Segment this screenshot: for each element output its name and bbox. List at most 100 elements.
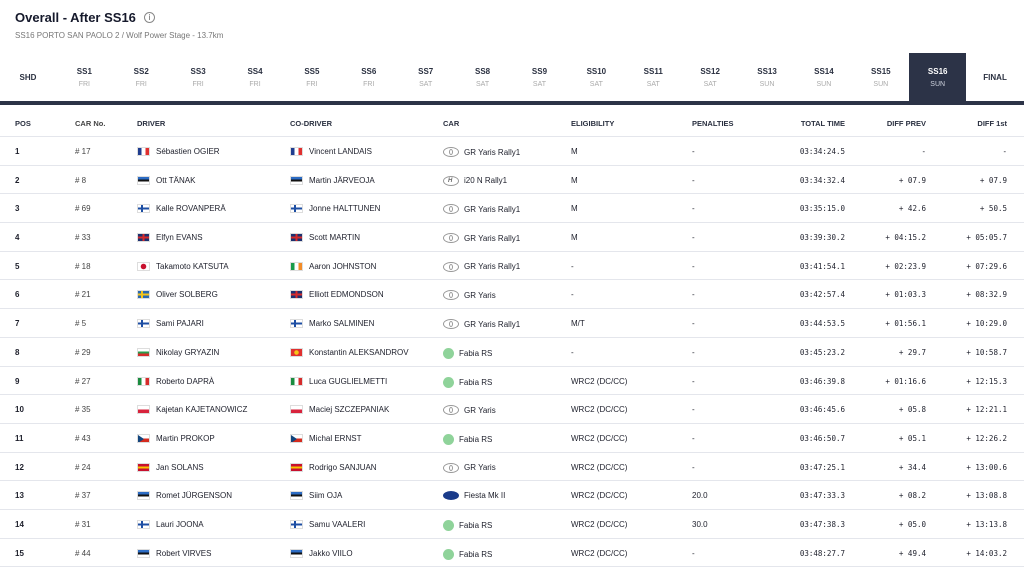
tab-ss5[interactable]: SS5 FRI: [283, 53, 340, 101]
codriver-name[interactable]: Jonne HALTTUNEN: [309, 204, 381, 214]
diff-first-cell: + 05:05.7: [966, 233, 1007, 243]
driver-name[interactable]: Nikolay GRYAZIN: [156, 347, 220, 357]
col-header-codriver[interactable]: CO-DRIVER: [290, 119, 333, 128]
tab-ss3[interactable]: SS3 FRI: [170, 53, 227, 101]
col-header-car[interactable]: CAR: [443, 119, 460, 128]
toyota-logo-icon: [443, 233, 459, 244]
codriver-name[interactable]: Luca GUGLIELMETTI: [309, 376, 388, 386]
driver-name[interactable]: Sébastien OGIER: [156, 147, 220, 156]
codriver-name[interactable]: Samu VAALERI: [309, 519, 366, 529]
tab-ss9[interactable]: SS9 SAT: [511, 53, 568, 101]
driver-name[interactable]: Takamoto KATSUTA: [156, 261, 229, 271]
driver-name[interactable]: Romet JÜRGENSON: [156, 491, 233, 501]
table-row[interactable]: 10 # 35 Kajetan KAJETANOWICZ Maciej SZCZEPA…: [0, 395, 1024, 424]
diff-prev-cell: + 05.1: [898, 433, 926, 443]
driver-name[interactable]: Robert VIRVES: [156, 548, 212, 558]
driver-name[interactable]: Lauri JOONA: [156, 519, 204, 529]
diff-prev-cell: + 05.8: [898, 405, 926, 415]
car-name: GR Yaris: [464, 290, 496, 300]
table-row[interactable]: 11 # 43 Martin PROKOP Michal ERNST Fabia RS W…: [0, 424, 1024, 453]
diff-prev-cell: + 49.4: [898, 548, 926, 558]
col-header-diff-first[interactable]: DIFF 1st: [977, 119, 1007, 128]
codriver-name[interactable]: Scott MARTIN: [309, 233, 360, 243]
tab-ss14[interactable]: SS14 SUN: [795, 53, 852, 101]
codriver-name[interactable]: Rodrigo SANJUAN: [309, 462, 377, 472]
driver-name[interactable]: Kajetan KAJETANOWICZ: [156, 405, 248, 415]
driver-name[interactable]: Sami PAJARI: [156, 319, 204, 329]
codriver-cell: Michal ERNST: [290, 433, 362, 443]
codriver-cell: Elliott EDMONDSON: [290, 290, 384, 300]
codriver-name[interactable]: Konstantin ALEKSANDROV: [309, 347, 409, 357]
table-row[interactable]: 3 # 69 Kalle ROVANPERÄ Jonne HALTTUNEN GR Ya…: [0, 194, 1024, 224]
driver-name[interactable]: Martin PROKOP: [156, 433, 215, 443]
diff-first-cell: + 13:00.6: [966, 462, 1007, 472]
tab-ss7[interactable]: SS7 SAT: [397, 53, 454, 101]
driver-cell: Takamoto KATSUTA: [137, 261, 229, 271]
codriver-name[interactable]: Aaron JOHNSTON: [309, 261, 377, 271]
tab-final[interactable]: FINAL: [966, 53, 1024, 101]
tab-ss10[interactable]: SS10 SAT: [568, 53, 625, 101]
col-header-carno[interactable]: CAR No.: [75, 119, 106, 128]
tab-ss15[interactable]: SS15 SUN: [852, 53, 909, 101]
driver-name[interactable]: Ott TÄNAK: [156, 175, 196, 185]
stage-day: FRI: [249, 80, 261, 88]
codriver-name[interactable]: Marko SALMINEN: [309, 319, 375, 329]
table-row[interactable]: 7 # 5 Sami PAJARI Marko SALMINEN GR Yaris Ra…: [0, 309, 1024, 338]
codriver-name[interactable]: Elliott EDMONDSON: [309, 290, 384, 300]
flag-gb-icon: [290, 233, 303, 243]
tab-ss1[interactable]: SS1 FRI: [56, 53, 113, 101]
stage-label: SS1: [76, 66, 92, 76]
flag-triangle: [138, 434, 144, 442]
table-row[interactable]: 1 # 17 Sébastien OGIER Vincent LANDAIS GR Ya…: [0, 137, 1024, 166]
diff-prev-cell: + 34.4: [898, 462, 926, 472]
tab-ss2[interactable]: SS2 FRI: [113, 53, 170, 101]
table-row[interactable]: 13 # 37 Romet JÜRGENSON Siim OJA Fiesta Mk I…: [0, 481, 1024, 510]
codriver-name[interactable]: Maciej SZCZEPANIAK: [309, 405, 390, 415]
tab-ss11[interactable]: SS11 SAT: [625, 53, 682, 101]
codriver-name[interactable]: Michal ERNST: [309, 433, 362, 443]
driver-name[interactable]: Oliver SOLBERG: [156, 290, 218, 300]
col-header-pos[interactable]: POS: [15, 119, 31, 128]
col-header-driver[interactable]: DRIVER: [137, 119, 166, 128]
table-row[interactable]: 6 # 21 Oliver SOLBERG Elliott EDMONDSON GR Y…: [0, 280, 1024, 310]
tab-ss12[interactable]: SS12 SAT: [682, 53, 739, 101]
table-row[interactable]: 9 # 27 Roberto DAPRÀ Luca GUGLIELMETTI Fabia…: [0, 367, 1024, 396]
tab-ss4[interactable]: SS4 FRI: [227, 53, 284, 101]
flag-fr-icon: [137, 147, 150, 156]
car-name: GR Yaris: [464, 405, 496, 415]
info-icon[interactable]: i: [143, 12, 155, 23]
table-row[interactable]: 8 # 29 Nikolay GRYAZIN Konstantin ALEKSANDR…: [0, 338, 1024, 367]
table-row[interactable]: 15 # 44 Robert VIRVES Jakko VIILO Fabia RS WR…: [0, 539, 1024, 568]
col-header-total-time[interactable]: TOTAL TIME: [800, 119, 845, 128]
car-cell: Fabia RS: [443, 519, 492, 531]
tab-ss16[interactable]: SS16 SUN: [909, 53, 967, 101]
col-header-diff-prev[interactable]: DIFF PREV: [886, 119, 926, 128]
col-header-eligibility[interactable]: ELIGIBILITY: [571, 119, 615, 128]
codriver-name[interactable]: Vincent LANDAIS: [309, 147, 372, 156]
codriver-name[interactable]: Martin JÄRVEOJA: [309, 175, 375, 185]
position-cell: 15: [15, 548, 24, 558]
car-number-cell: # 33: [75, 233, 91, 243]
tab-ss8[interactable]: SS8 SAT: [454, 53, 511, 101]
driver-name[interactable]: Roberto DAPRÀ: [156, 376, 215, 386]
table-row[interactable]: 12 # 24 Jan SOLANS Rodrigo SANJUAN GR Yaris W…: [0, 453, 1024, 482]
driver-name[interactable]: Elfyn EVANS: [156, 233, 203, 243]
codriver-name[interactable]: Siim OJA: [309, 491, 343, 501]
total-time-cell: 03:47:33.3: [799, 491, 845, 501]
table-row[interactable]: 4 # 33 Elfyn EVANS Scott MARTIN GR Yaris Ral…: [0, 223, 1024, 252]
tab-ss6[interactable]: SS6 FRI: [340, 53, 397, 101]
penalties-cell: 30.0: [692, 519, 708, 529]
flag-fi-icon: [290, 319, 303, 329]
table-row[interactable]: 5 # 18 Takamoto KATSUTA Aaron JOHNSTON GR Ya…: [0, 252, 1024, 281]
col-header-penalties[interactable]: PENALTIES: [692, 119, 734, 128]
codriver-name[interactable]: Jakko VIILO: [309, 548, 353, 558]
driver-name[interactable]: Jan SOLANS: [156, 462, 204, 472]
car-name: Fabia RS: [459, 348, 493, 358]
table-row[interactable]: 14 # 31 Lauri JOONA Samu VAALERI Fabia RS WRC…: [0, 510, 1024, 539]
tab-ss13[interactable]: SS13 SUN: [739, 53, 796, 101]
eligibility-cell: M: [571, 204, 578, 214]
position-cell: 11: [15, 433, 24, 443]
tab-shd[interactable]: SHD: [0, 53, 56, 101]
driver-name[interactable]: Kalle ROVANPERÄ: [156, 204, 226, 214]
